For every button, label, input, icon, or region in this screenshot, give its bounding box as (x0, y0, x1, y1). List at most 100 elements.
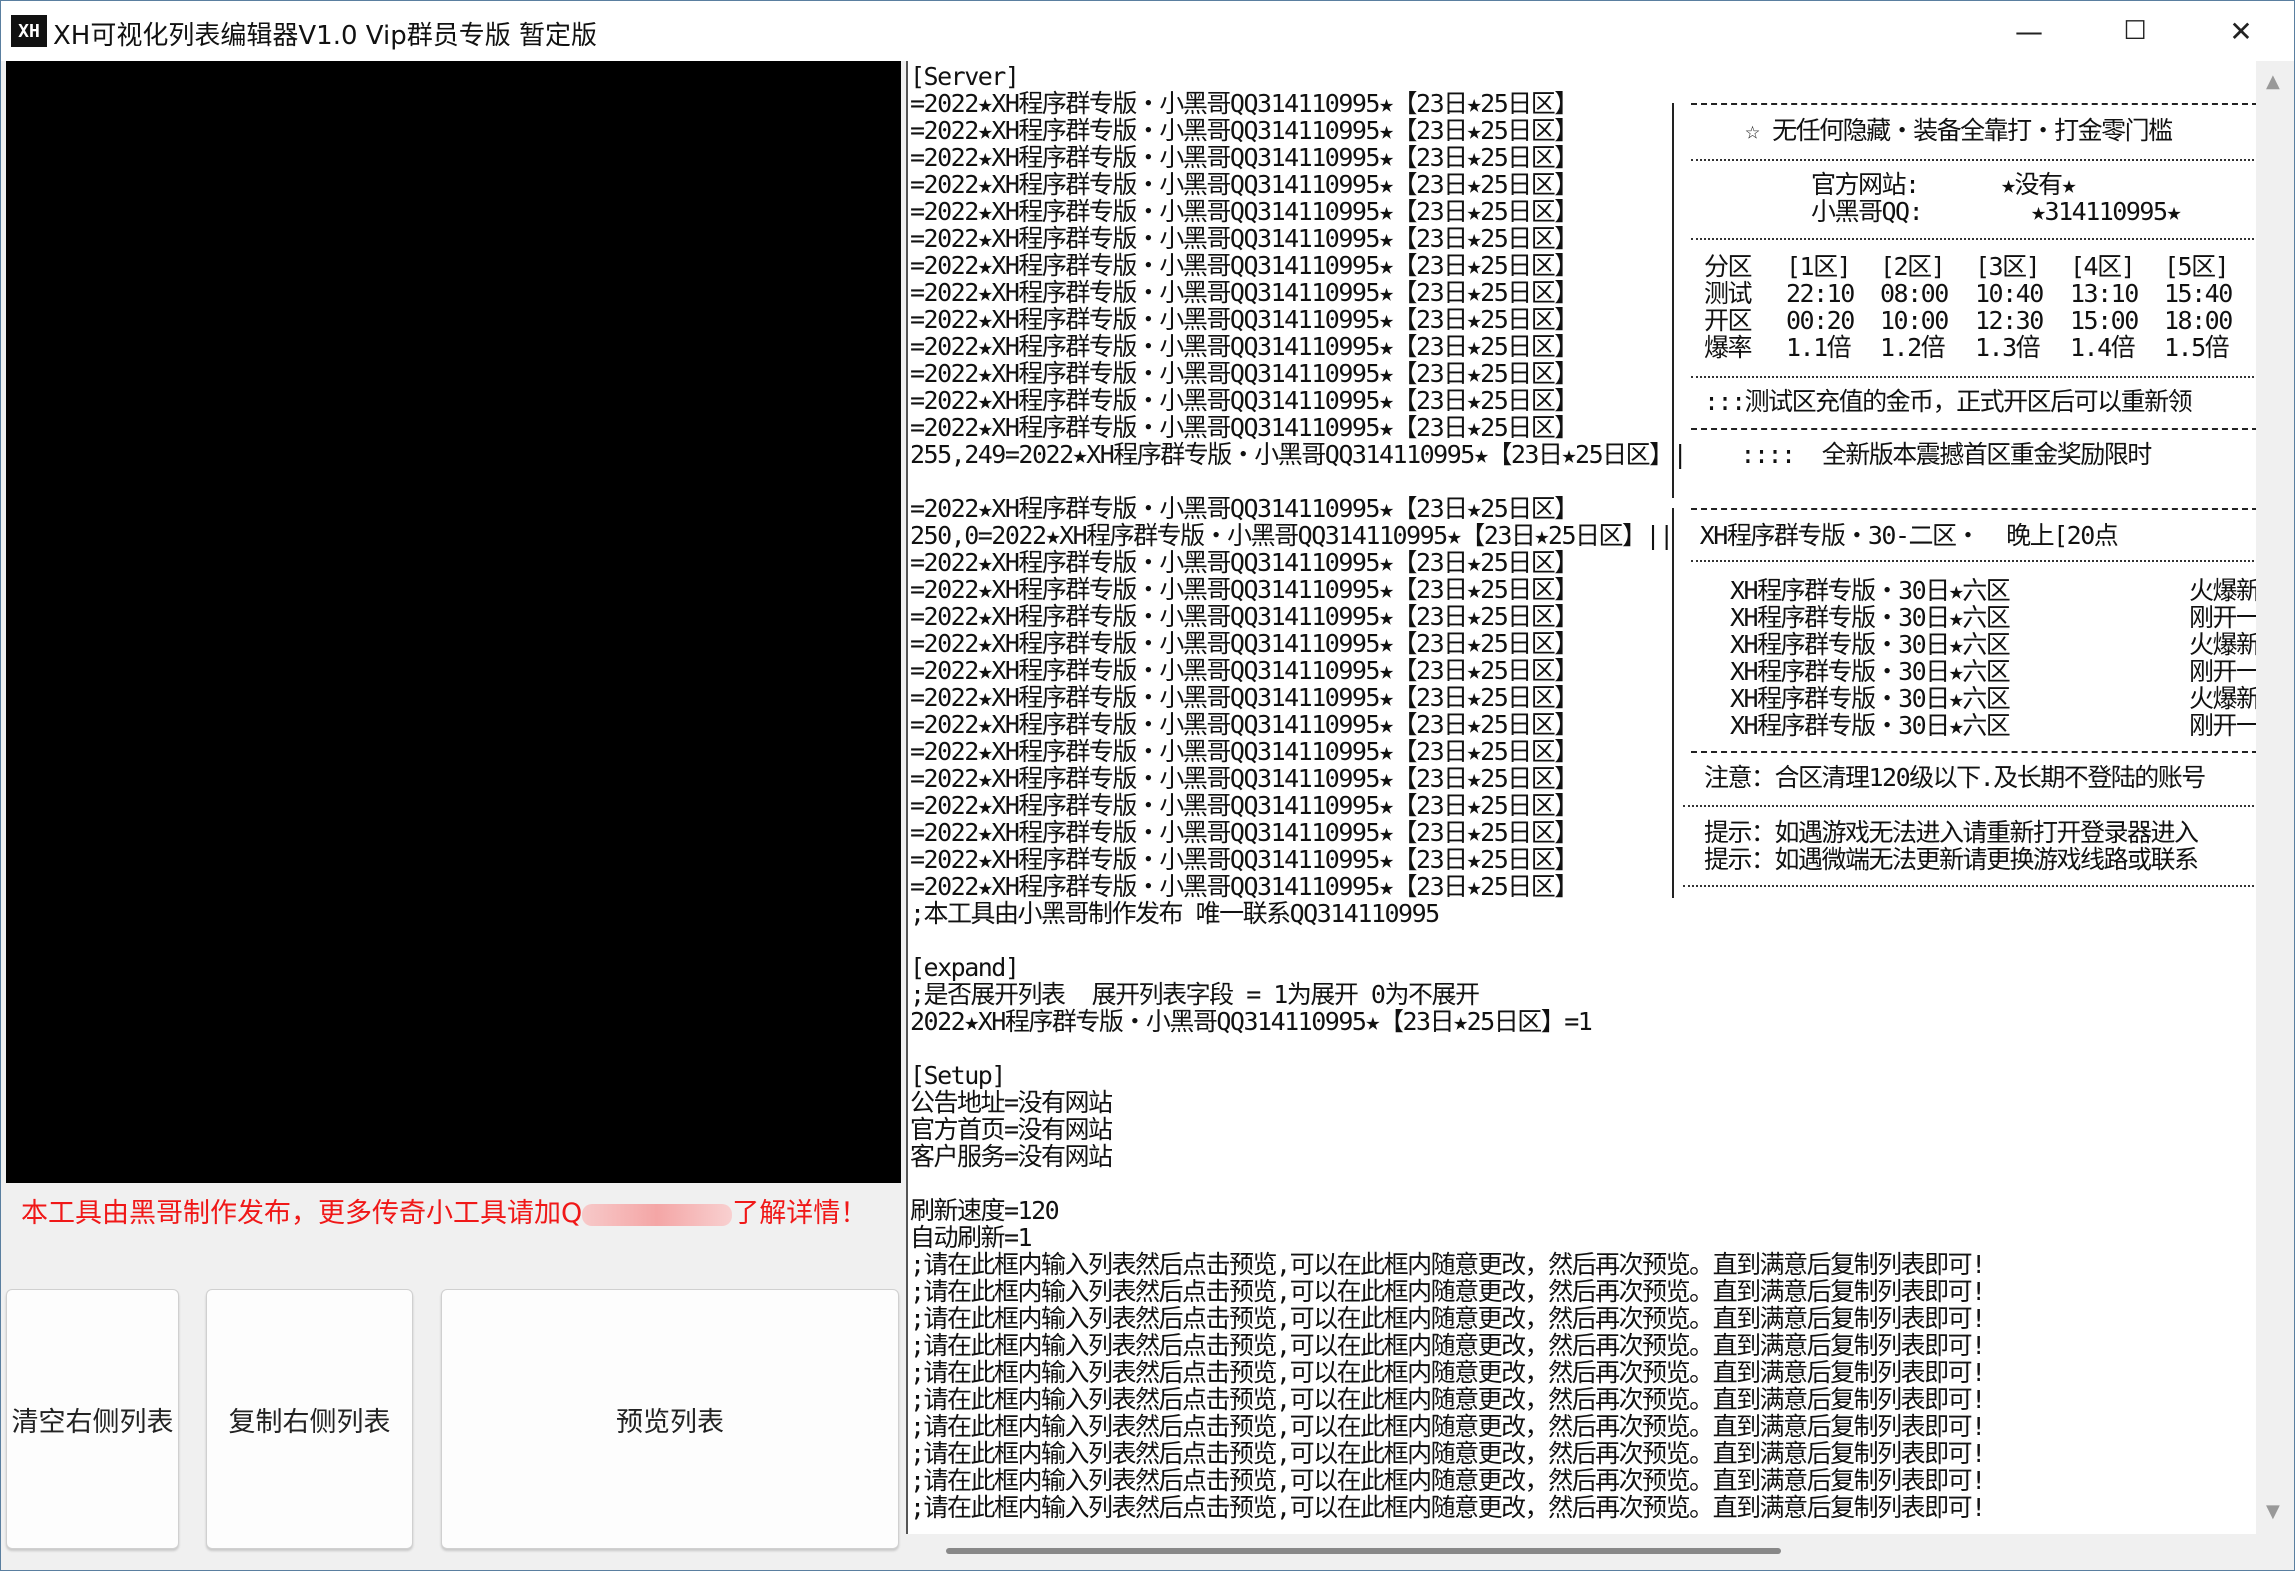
scroll-up-arrow-icon[interactable]: ▲ (2266, 71, 2280, 92)
notice-text: 本工具由黑哥制作发布，更多传奇小工具请加Q (21, 1198, 583, 1229)
editor-line: =2022★XH程序群专版・小黑哥QQ314110995★【23日★25日区】 (910, 197, 1579, 226)
vertical-scrollbar[interactable]: ▲ ▼ (2256, 61, 2294, 1534)
divider (1691, 159, 2256, 161)
editor-line: =2022★XH程序群专版・小黑哥QQ314110995★【23日★25日区】 (910, 845, 1579, 874)
divider (1683, 885, 2256, 887)
editor-line: 2022★XH程序群专版・小黑哥QQ314110995★【23日★25日区】=1 (910, 1007, 1593, 1036)
qq-value: ★314110995★ (2031, 197, 2182, 226)
editor-line: =2022★XH程序群专版・小黑哥QQ314110995★【23日★25日区】 (910, 224, 1579, 253)
editor-line: ;请在此框内输入列表然后点击预览,可以在此框内随意更改，然后再次预览。直到满意后… (910, 1439, 1986, 1468)
editor-line: =2022★XH程序群专版・小黑哥QQ314110995★【23日★25日区】 (910, 332, 1579, 361)
editor-line: =2022★XH程序群专版・小黑哥QQ314110995★【23日★25日区】 (910, 143, 1579, 172)
schedule-cell: 15:00 (2070, 306, 2139, 335)
editor-line: ;请在此框内输入列表然后点击预览,可以在此框内随意更改，然后再次预览。直到满意后… (910, 1493, 1986, 1522)
recharge-note: :::测试区充值的金币，正式开区后可以重新领 (1704, 387, 2193, 416)
schedule-cell: [4区] (2070, 252, 2136, 281)
editor-line: =2022★XH程序群专版・小黑哥QQ314110995★【23日★25日区】 (910, 116, 1579, 145)
editor-line: =2022★XH程序群专版・小黑哥QQ314110995★【23日★25日区】 (910, 791, 1579, 820)
server-name: XH程序群专版・30日★六区 (1730, 576, 2011, 605)
minimize-button[interactable]: — (2015, 14, 2043, 48)
server-name: XH程序群专版・30日★六区 (1730, 711, 2011, 740)
site-value: ★没有★ (2001, 170, 2077, 199)
schedule-cell: 00:20 (1786, 306, 1855, 335)
schedule-cell: 12:30 (1975, 306, 2044, 335)
editor-line: ;请在此框内输入列表然后点击预览,可以在此框内随意更改，然后再次预览。直到满意后… (910, 1385, 1986, 1414)
schedule-cell: 08:00 (1880, 279, 1949, 308)
editor-line: ;请在此框内输入列表然后点击预览,可以在此框内随意更改，然后再次预览。直到满意后… (910, 1331, 1986, 1360)
schedule-cell: 18:00 (2164, 306, 2233, 335)
editor-line: =2022★XH程序群专版・小黑哥QQ314110995★【23日★25日区】 (910, 872, 1579, 901)
schedule-cell: 1.2倍 (1880, 333, 1946, 362)
horizontal-scroll-thumb[interactable] (946, 1548, 1781, 1554)
editor-line: 自动刷新=1 (910, 1223, 1033, 1252)
server-tag: 火爆新 (2189, 685, 2256, 712)
qq-label: 小黑哥QQ: (1811, 197, 1924, 226)
editor-line: ;本工具由小黑哥制作发布 唯一联系QQ314110995 (910, 899, 1440, 928)
editor-line: =2022★XH程序群专版・小黑哥QQ314110995★【23日★25日区】 (910, 737, 1579, 766)
editor-line: 250,0=2022★XH程序群专版・小黑哥QQ314110995★【23日★2… (910, 521, 2119, 550)
editor-line: 公告地址=没有网站 (910, 1088, 1113, 1117)
preview-list-button[interactable]: 预览列表 (441, 1289, 899, 1549)
editor-line: =2022★XH程序群专版・小黑哥QQ314110995★【23日★25日区】 (910, 683, 1579, 712)
title-bar[interactable]: XH XH可视化列表编辑器V1.0 Vip群员专版 暂定版 — ☐ ✕ (1, 1, 2294, 61)
server-tag: 刚开一 (2189, 712, 2256, 739)
editor-line: =2022★XH程序群专版・小黑哥QQ314110995★【23日★25日区】 (910, 170, 1579, 199)
divider (1672, 508, 1674, 898)
window-title: XH可视化列表编辑器V1.0 Vip群员专版 暂定版 (53, 21, 597, 51)
editor-line: ;请在此框内输入列表然后点击预览,可以在此框内随意更改，然后再次预览。直到满意后… (910, 1466, 1986, 1495)
server-name: XH程序群专版・30日★六区 (1730, 684, 2011, 713)
schedule-cell: 开区 (1704, 306, 1753, 335)
editor-line: =2022★XH程序群专版・小黑哥QQ314110995★【23日★25日区】 (910, 656, 1579, 685)
schedule-cell: 测试 (1704, 279, 1753, 308)
editor-line: =2022★XH程序群专版・小黑哥QQ314110995★【23日★25日区】 (910, 602, 1579, 631)
editor-line: [Server] (910, 62, 1020, 91)
close-button[interactable]: ✕ (2229, 14, 2253, 48)
divider (1691, 103, 2256, 105)
divider (1691, 751, 2256, 753)
editor-line: =2022★XH程序群专版・小黑哥QQ314110995★【23日★25日区】 (910, 548, 1579, 577)
schedule-cell: 爆率 (1704, 333, 1753, 362)
editor-line: ;请在此框内输入列表然后点击预览,可以在此框内随意更改，然后再次预览。直到满意后… (910, 1250, 1986, 1279)
tip-line: 提示：如遇游戏无法进入请重新打开登录器进入 (1704, 818, 2199, 847)
copy-list-button[interactable]: 复制右侧列表 (206, 1289, 413, 1549)
server-tag: 火爆新 (2189, 631, 2256, 658)
editor-line: =2022★XH程序群专版・小黑哥QQ314110995★【23日★25日区】 (910, 89, 1579, 118)
editor-line: =2022★XH程序群专版・小黑哥QQ314110995★【23日★25日区】 (910, 413, 1579, 442)
editor-line: =2022★XH程序群专版・小黑哥QQ314110995★【23日★25日区】 (910, 575, 1579, 604)
editor-line: =2022★XH程序群专版・小黑哥QQ314110995★【23日★25日区】 (910, 386, 1579, 415)
editor-line: =2022★XH程序群专版・小黑哥QQ314110995★【23日★25日区】 (910, 764, 1579, 793)
maximize-button[interactable]: ☐ (2123, 16, 2147, 46)
divider (1683, 805, 2256, 807)
schedule-cell: 分区 (1704, 252, 1753, 281)
editor-line: =2022★XH程序群专版・小黑哥QQ314110995★【23日★25日区】 (910, 251, 1579, 280)
schedule-cell: 22:10 (1786, 279, 1855, 308)
server-tag: 刚开一 (2189, 658, 2256, 685)
notice-text-end: 了解详情！ (732, 1198, 868, 1229)
editor-line: =2022★XH程序群专版・小黑哥QQ314110995★【23日★25日区】 (910, 305, 1579, 334)
schedule-cell: 13:10 (2070, 279, 2139, 308)
editor-line: =2022★XH程序群专版・小黑哥QQ314110995★【23日★25日区】 (910, 494, 1579, 523)
divider (1691, 238, 2256, 240)
scroll-down-arrow-icon[interactable]: ▼ (2266, 1501, 2280, 1522)
merge-notice: 注意：合区清理120级以下.及长期不登陆的账号 (1704, 763, 2206, 792)
divider (1691, 508, 2256, 510)
schedule-cell: 1.1倍 (1786, 333, 1852, 362)
schedule-cell: [1区] (1786, 252, 1852, 281)
server-name: XH程序群专版・30日★六区 (1730, 603, 2011, 632)
list-preview-canvas (6, 61, 901, 1183)
clear-list-button[interactable]: 清空右侧列表 (6, 1289, 179, 1549)
tip-line: 提示：如遇微端无法更新请更换游戏线路或联系 (1704, 845, 2199, 874)
server-tag: 火爆新 (2189, 577, 2256, 604)
schedule-cell: 15:40 (2164, 279, 2233, 308)
editor-line: ;请在此框内输入列表然后点击预览,可以在此框内随意更改，然后再次预览。直到满意后… (910, 1304, 1986, 1333)
editor-line: =2022★XH程序群专版・小黑哥QQ314110995★【23日★25日区】 (910, 278, 1579, 307)
schedule-cell: 10:00 (1880, 306, 1949, 335)
editor-line: ;请在此框内输入列表然后点击预览,可以在此框内随意更改，然后再次预览。直到满意后… (910, 1412, 1986, 1441)
schedule-cell: 1.4倍 (2070, 333, 2136, 362)
site-label: 官方网站: (1811, 170, 1920, 199)
slogan-text: ☆ 无任何隐藏・装备全靠打・打金零门槛 (1745, 116, 2173, 145)
horizontal-scrollbar[interactable] (906, 1534, 2256, 1570)
editor-line: ;是否展开列表 展开列表字段 = 1为展开 0为不展开 (910, 980, 1480, 1009)
server-name: XH程序群专版・30日★六区 (1730, 630, 2011, 659)
list-editor-textarea[interactable]: [Server] =2022★XH程序群专版・小黑哥QQ314110995★【23… (906, 61, 2256, 1534)
